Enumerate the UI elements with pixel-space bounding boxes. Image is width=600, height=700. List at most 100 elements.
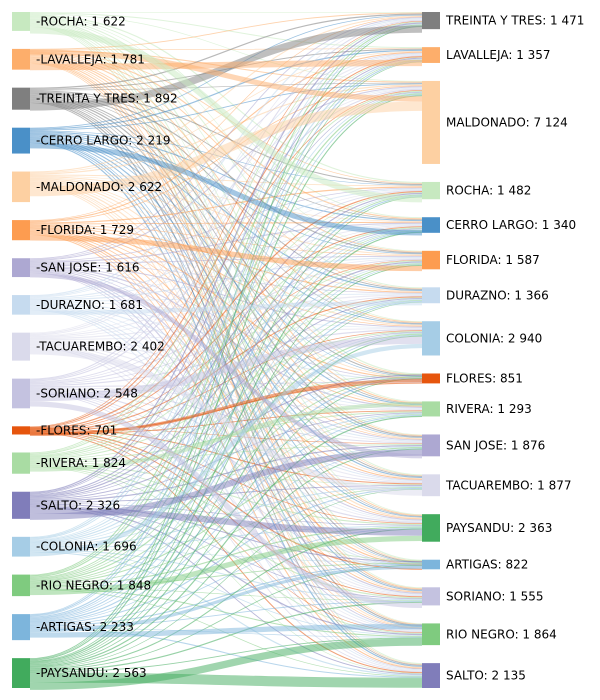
left-node-bar: [12, 87, 30, 110]
right-node-bar: [422, 587, 440, 606]
flow-link: [29, 601, 423, 672]
flow-link: [29, 335, 423, 666]
flow-link: [29, 190, 423, 383]
left-node-bar: [12, 332, 30, 361]
flow-link: [29, 23, 423, 538]
flow-link: [29, 94, 423, 617]
flow-link-major: [29, 535, 423, 596]
left-node-label: -FLORES: 701: [36, 423, 117, 437]
right-node-label: FLORES: 851: [446, 371, 523, 385]
left-node-label: -TREINTA Y TRES: 1 892: [36, 92, 178, 106]
right-node-bar: [422, 623, 440, 646]
right-node-label: SAN JOSE: 1 876: [446, 438, 545, 452]
flow-link: [29, 487, 423, 625]
flow-link-major: [29, 59, 423, 71]
flow-link: [29, 228, 423, 497]
right-node-bar: [422, 559, 440, 570]
left-node-bar: [12, 48, 30, 70]
left-node-bar: [12, 614, 30, 641]
flow-link: [29, 415, 423, 668]
flow-link-major: [29, 235, 423, 272]
flow-link: [29, 550, 423, 636]
right-node-label: LAVALLEJA: 1 357: [446, 48, 551, 62]
flow-link: [29, 264, 423, 328]
left-node-bar: [12, 452, 30, 474]
flow-link: [29, 628, 423, 678]
flow-link: [29, 192, 423, 496]
flow-link: [29, 448, 423, 669]
left-node-bar: [12, 258, 30, 278]
flow-link: [29, 229, 423, 542]
left-node-label: -ROCHA: 1 622: [36, 14, 126, 28]
flow-link: [29, 184, 423, 592]
left-node-bar: [12, 220, 30, 241]
flow-link: [29, 256, 423, 301]
left-node-label: -PAYSANDU: 2 563: [36, 666, 147, 680]
flow-link: [29, 95, 423, 405]
flow-link: [29, 49, 423, 130]
flow-link: [29, 330, 423, 434]
flow-link: [29, 488, 423, 669]
flow-link: [29, 343, 423, 522]
flow-link: [29, 376, 423, 583]
left-node-label: -LAVALLEJA: 1 781: [36, 52, 145, 66]
flow-link: [29, 225, 423, 384]
right-node-bar: [422, 373, 440, 384]
flow-link: [29, 60, 423, 616]
left-node-bar: [12, 574, 30, 597]
flow-link: [29, 226, 423, 431]
flow-link: [29, 59, 423, 577]
flow-link: [29, 57, 423, 494]
flow-link: [29, 412, 423, 501]
right-node-label: RIVERA: 1 293: [446, 402, 532, 416]
flow-link: [29, 12, 423, 50]
flow-link-major: [29, 565, 423, 633]
flow-link: [29, 300, 423, 581]
flow-link: [29, 342, 423, 483]
left-node-bar: [12, 658, 30, 688]
left-node-label: -MALDONADO: 2 622: [36, 180, 162, 194]
flow-link: [29, 341, 423, 443]
left-node-bar: [12, 12, 30, 31]
flow-link: [29, 181, 423, 479]
flow-link-major: [29, 401, 423, 472]
flow-link: [29, 221, 423, 225]
flow-link: [29, 192, 423, 456]
flow-link: [29, 54, 423, 335]
flow-link: [29, 230, 423, 580]
flow-link: [29, 13, 423, 89]
right-node-label: MALDONADO: 7 124: [446, 115, 568, 129]
left-node-label: -TACUAREMBO: 2 402: [36, 340, 165, 354]
flow-link: [29, 21, 423, 427]
flow-link-major: [29, 348, 423, 496]
flow-link: [29, 300, 423, 621]
flow-link: [29, 600, 423, 628]
right-node-label: CERRO LARGO: 1 340: [446, 218, 576, 232]
left-node-bar: [12, 426, 30, 435]
flow-link: [29, 260, 423, 458]
left-node-label: -SAN JOSE: 1 616: [36, 261, 140, 275]
flow-link-major: [29, 343, 423, 557]
left-node-label: -COLONIA: 1 696: [36, 540, 137, 554]
right-node-bar: [422, 474, 440, 497]
flow-link-major: [29, 143, 423, 236]
flow-link: [29, 56, 423, 428]
flow-link: [29, 563, 423, 627]
flow-link: [29, 82, 423, 91]
flow-link: [29, 182, 423, 519]
right-node-label: SORIANO: 1 555: [446, 589, 544, 603]
right-node-bar: [422, 47, 440, 63]
flow-link: [29, 264, 423, 620]
flow-link: [29, 88, 423, 382]
flow-link: [29, 464, 423, 562]
flow-link: [29, 194, 423, 579]
right-node-bar: [422, 514, 440, 542]
flow-link: [29, 21, 423, 436]
flow-link-major: [29, 101, 423, 197]
flow-link: [29, 373, 423, 461]
flow-link: [29, 428, 423, 524]
right-node-label: ARTIGAS: 822: [446, 558, 528, 572]
flow-link: [29, 132, 423, 255]
flow-link: [29, 330, 423, 460]
